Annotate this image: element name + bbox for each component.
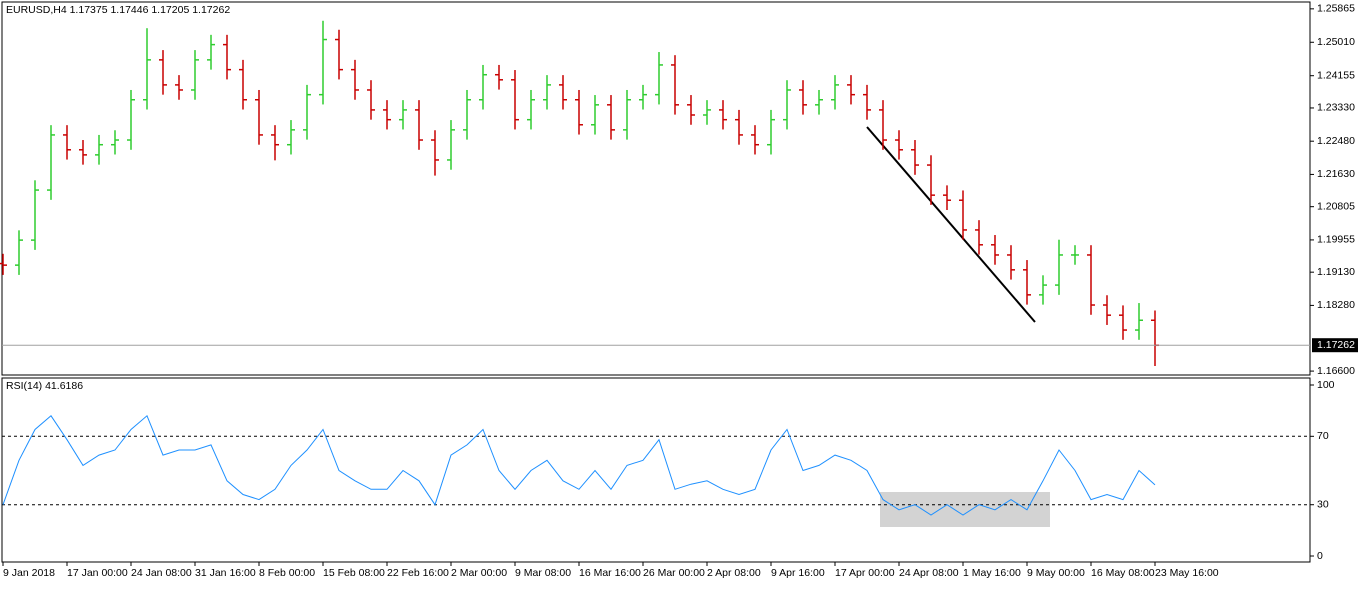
y-tick-label: 1.25865 <box>1317 3 1355 15</box>
x-tick-label: 9 Mar 08:00 <box>515 567 571 579</box>
x-tick-label: 2 Apr 08:00 <box>707 567 761 579</box>
highlight-box <box>880 492 1050 527</box>
x-tick-label: 17 Jan 00:00 <box>67 567 128 579</box>
last-price-box <box>1312 338 1358 353</box>
y-tick-label: 100 <box>1317 379 1335 391</box>
trend-line <box>866 126 1036 323</box>
x-tick-label: 31 Jan 16:00 <box>195 567 256 579</box>
y-tick-label: 1.16600 <box>1317 365 1355 377</box>
x-tick-label: 9 Apr 16:00 <box>771 567 825 579</box>
x-tick-label: 16 May 08:00 <box>1091 567 1155 579</box>
y-tick-label: 1.21630 <box>1317 168 1355 180</box>
rsi-pane <box>1 377 1311 563</box>
x-tick-label: 16 Mar 16:00 <box>579 567 641 579</box>
x-tick-label: 1 May 16:00 <box>963 567 1021 579</box>
y-tick-label: 1.19130 <box>1317 266 1355 278</box>
x-tick-label: 23 May 16:00 <box>1155 567 1219 579</box>
y-tick-label: 1.25010 <box>1317 36 1355 48</box>
y-tick-label: 1.20805 <box>1317 200 1355 212</box>
x-tick-label: 9 May 00:00 <box>1027 567 1085 579</box>
chart-title: EURUSD,H4 1.17375 1.17446 1.17205 1.1726… <box>6 4 230 16</box>
y-tick-label: 70 <box>1317 430 1329 442</box>
y-tick-label: 30 <box>1317 498 1329 510</box>
x-tick-label: 17 Apr 00:00 <box>835 567 895 579</box>
y-tick-label: 1.19955 <box>1317 234 1355 246</box>
y-tick-label: 1.23330 <box>1317 102 1355 114</box>
y-tick-label: 1.22480 <box>1317 135 1355 147</box>
last-price-label: 1.17262 <box>1317 339 1355 351</box>
x-tick-label: 22 Feb 16:00 <box>387 567 449 579</box>
x-tick-label: 15 Feb 08:00 <box>323 567 385 579</box>
x-tick-label: 2 Mar 00:00 <box>451 567 507 579</box>
rsi-title: RSI(14) 41.6186 <box>6 380 83 392</box>
y-tick-label: 0 <box>1317 550 1323 562</box>
x-tick-label: 8 Feb 00:00 <box>259 567 315 579</box>
y-tick-label: 1.24155 <box>1317 69 1355 81</box>
x-tick-label: 24 Apr 08:00 <box>899 567 959 579</box>
x-tick-label: 24 Jan 08:00 <box>131 567 192 579</box>
y-tick-label: 1.18280 <box>1317 299 1355 311</box>
price-pane <box>1 1 1311 376</box>
x-tick-label: 9 Jan 2018 <box>3 567 55 579</box>
x-tick-label: 26 Mar 00:00 <box>643 567 705 579</box>
rsi-line <box>2 414 1156 516</box>
